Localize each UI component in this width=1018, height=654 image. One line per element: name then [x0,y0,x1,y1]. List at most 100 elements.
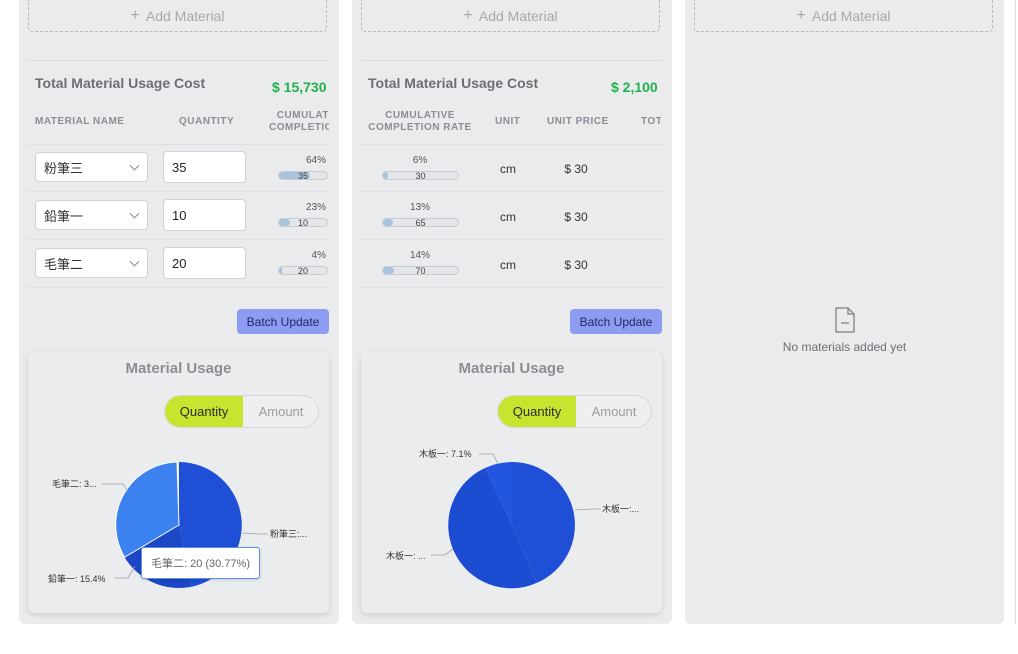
unit-price-cell: $ 30 [564,210,588,224]
unit-cell: cm [500,210,516,224]
completion-bar-value: 10 [297,218,308,227]
chart-tooltip: 毛筆二: 20 (30.77%) [141,547,260,579]
header-cumulative-line1: CUMULAT [276,110,329,121]
row-divider [361,287,663,288]
completion-bar: 30 [382,171,459,180]
completion-bar: 20 [278,266,328,275]
divider [28,60,330,61]
material-usage-pie-chart [431,453,601,589]
row-divider [28,191,330,192]
chevron-down-icon [129,160,140,171]
empty-state-text: No materials added yet [782,340,907,354]
chart-title: Material Usage [458,360,565,377]
batch-update-button[interactable]: Batch Update [570,309,662,334]
completion-percent: 64% [305,155,326,166]
material-select-value: 鉛筆一 [44,208,84,224]
completion-bar-value: 65 [415,218,426,227]
total-cost-label: Total Material Usage Cost [35,75,206,91]
pie-slice[interactable] [115,462,179,558]
pie-slice[interactable] [512,462,575,583]
material-select[interactable]: 毛筆二 [35,248,148,278]
toggle-quantity[interactable]: Quantity [165,396,243,427]
header-quantity: QUANTITY [179,116,235,127]
add-material-label: Add Material [145,7,225,24]
completion-bar: 10 [278,218,328,227]
header-total: TOT/ [641,116,661,127]
header-unit-price: UNIT PRICE [547,116,609,127]
label-leader [431,548,454,556]
row-divider [28,239,330,240]
completion-bar-value: 70 [415,266,426,275]
total-cost-value: $ 2,100 [611,79,658,95]
toggle-amount[interactable]: Amount [591,404,637,419]
header-unit: UNIT [495,116,521,127]
header-cumulative-line1: CUMULATIVE [385,110,455,121]
material-select[interactable]: 鉛筆一 [35,200,148,230]
label-leader [102,483,129,493]
completion-percent: 13% [409,202,430,213]
completion-percent: 6% [412,155,428,166]
material-column-2: + Add Material Total Material Usage Cost… [352,0,672,624]
right-edge-divider [1015,0,1016,624]
completion-bar-fill [279,267,282,274]
material-column-1: + Add Material Total Material Usage Cost… [19,0,339,624]
material-column-3: + Add Material No materials added yet [685,0,1004,624]
total-cost-label: Total Material Usage Cost [368,75,539,91]
chart-title: Material Usage [125,360,232,377]
completion-bar: 70 [382,266,459,275]
add-material-button[interactable]: + Add Material [361,0,660,32]
pie-label: 木板一: 7.1% [419,449,472,459]
quantity-input[interactable]: 10 [163,199,246,231]
material-select-value: 粉筆三 [44,160,84,176]
quantity-input[interactable]: 20 [163,247,246,279]
label-leader [114,565,136,579]
batch-update-button[interactable]: Batch Update [237,309,329,334]
completion-bar-value: 35 [297,171,308,180]
pie-label: 鉛筆一: 15.4% [48,574,106,584]
completion-bar-value: 20 [297,266,308,275]
total-cost-value: $ 15,730 [272,79,327,95]
quantity-input[interactable]: 35 [163,151,246,183]
add-material-label: Add Material [478,7,558,24]
chevron-down-icon [129,208,140,219]
completion-percent: 4% [311,250,326,261]
label-leader [479,453,499,465]
pie-slice[interactable] [448,467,537,589]
pie-label: 木板一: ... [386,551,426,561]
pie-label: 粉筆三:... [270,529,308,539]
add-material-button[interactable]: + Add Material [694,0,993,32]
header-cumulative-completion-rate: CUMULATIVE COMPLETION RATE [368,110,472,134]
plus-icon: + [796,6,806,24]
quantity-amount-toggle: Quantity Amount [497,395,652,428]
toggle-quantity[interactable]: Quantity [498,396,576,427]
document-icon [835,307,855,333]
unit-price-cell: $ 30 [564,162,588,176]
header-cumulative-line2: COMPLETION RATE [368,122,472,133]
add-material-button[interactable]: + Add Material [28,0,327,32]
completion-bar-fill [279,219,291,226]
material-select[interactable]: 粉筆三 [35,152,148,182]
add-material-label: Add Material [811,7,891,24]
header-cumulative-line2: COMPLETIO [269,122,329,133]
row-divider [28,287,330,288]
pie-slice[interactable] [485,461,513,525]
divider [361,60,663,61]
toggle-amount[interactable]: Amount [258,404,304,419]
unit-cell: cm [500,258,516,272]
header-divider [361,144,663,145]
unit-cell: cm [500,162,516,176]
label-leader [241,532,268,535]
unit-price-cell: $ 30 [564,258,588,272]
completion-bar-fill [383,172,388,179]
plus-icon: + [130,6,140,24]
chevron-down-icon [129,256,140,267]
row-divider [361,239,663,240]
plus-icon: + [463,6,473,24]
completion-bar: 65 [382,218,459,227]
pie-label: 木板一:... [602,504,640,514]
completion-bar-value: 30 [415,171,426,180]
pie-slice-highlight [115,461,180,558]
material-usage-card: Material Usage Quantity Amount 木板一: 7.1%… [361,352,662,613]
pie-label: 毛筆二: 3... [52,479,97,489]
label-leader [574,508,601,511]
